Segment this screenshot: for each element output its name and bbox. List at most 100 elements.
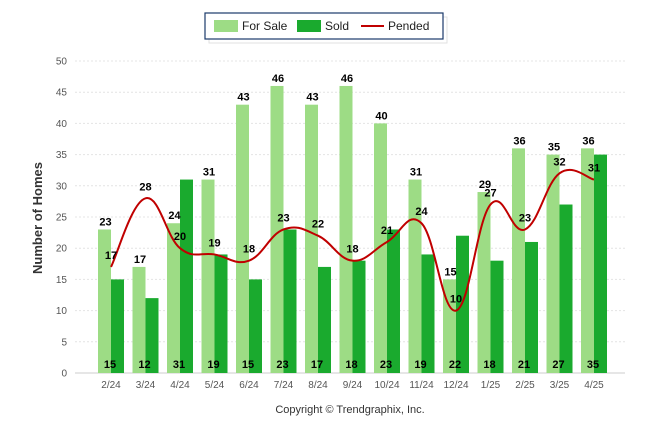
y-tick-label: 30	[56, 181, 68, 192]
bar-sold	[318, 266, 331, 373]
data-label-for-sale: 24	[168, 210, 181, 222]
y-tick-label: 45	[56, 88, 68, 99]
data-label-sold: 23	[276, 359, 288, 371]
bar-for-sale	[546, 154, 560, 373]
data-label-pended: 21	[381, 225, 393, 237]
bar-sold	[111, 279, 124, 373]
x-tick-label: 12/24	[443, 380, 468, 391]
data-label-for-sale: 23	[99, 216, 111, 228]
data-label-for-sale: 43	[237, 92, 249, 104]
y-tick-label: 20	[56, 244, 68, 255]
data-label-sold: 12	[138, 359, 150, 371]
bar-sold	[490, 260, 504, 373]
data-label-sold: 18	[483, 359, 495, 371]
copyright-text: Copyright © Trendgraphix, Inc.	[275, 404, 424, 416]
data-label-pended: 18	[243, 244, 255, 256]
data-label-pended: 18	[346, 244, 358, 256]
bar-sold	[421, 254, 435, 373]
legend-swatch-sold	[297, 20, 321, 32]
data-label-for-sale: 15	[444, 266, 456, 278]
legend-label-sold: Sold	[325, 19, 349, 33]
data-label-sold: 21	[518, 359, 530, 371]
data-label-pended: 22	[312, 219, 324, 231]
y-tick-labels: 0 5 10 15 20 25 30 35 40 45 50	[56, 57, 68, 380]
data-label-pended: 17	[105, 250, 117, 262]
bar-for-sale	[512, 148, 525, 373]
data-label-for-sale: 46	[341, 73, 353, 85]
data-label-for-sale: 31	[203, 167, 215, 179]
data-label-for-sale: 35	[548, 142, 560, 154]
bar-sold	[387, 229, 400, 373]
bar-for-sale	[408, 179, 422, 373]
x-tick-label: 11/24	[409, 380, 434, 391]
data-label-for-sale: 43	[306, 92, 318, 104]
data-label-sold: 15	[104, 359, 116, 371]
data-labels: 23 15 17 12 24 31 31 19 43 15 46 23 43 17 46 18 40 23 31 19…	[99, 73, 600, 371]
data-label-sold: 35	[587, 359, 599, 371]
legend-swatch-for-sale	[214, 20, 238, 32]
y-tick-label: 40	[56, 119, 68, 130]
data-label-for-sale: 29	[479, 179, 491, 191]
bar-sold	[214, 254, 228, 373]
x-tick-label: 4/24	[170, 380, 190, 391]
data-label-for-sale: 46	[272, 73, 284, 85]
bar-sold	[249, 279, 262, 373]
data-label-pended: 20	[174, 231, 186, 243]
x-tick-label: 8/24	[308, 380, 328, 391]
bar-for-sale	[270, 85, 284, 374]
x-tick-label: 2/24	[101, 380, 121, 391]
bar-for-sale	[374, 123, 387, 374]
data-label-sold: 23	[380, 359, 392, 371]
bar-for-sale	[443, 279, 456, 373]
data-label-for-sale: 31	[410, 167, 422, 179]
data-label-for-sale: 36	[582, 135, 594, 147]
bar-for-sale	[236, 104, 249, 374]
bar-sold	[180, 179, 193, 373]
data-label-pended: 27	[484, 188, 496, 200]
x-tick-label: 1/25	[481, 380, 501, 391]
legend-frame	[204, 12, 444, 40]
legend-label-for-sale: For Sale	[242, 19, 288, 33]
bar-for-sale	[167, 223, 180, 373]
bar-for-sale	[339, 85, 353, 374]
y-tick-label: 10	[56, 306, 68, 317]
y-tick-label: 50	[56, 57, 68, 68]
x-tick-label: 6/24	[239, 380, 259, 391]
x-tick-label: 3/25	[550, 380, 570, 391]
data-label-for-sale: 40	[375, 110, 387, 122]
data-label-for-sale: 17	[134, 254, 146, 266]
x-tick-label: 5/24	[205, 380, 225, 391]
x-tick-label: 4/25	[584, 380, 604, 391]
bar-sold	[145, 298, 159, 373]
data-label-pended: 10	[450, 294, 462, 306]
bar-for-sale	[305, 104, 318, 374]
bars	[98, 85, 607, 374]
data-label-pended: 28	[139, 181, 151, 193]
data-label-sold: 22	[449, 359, 461, 371]
x-tick-label: 9/24	[343, 380, 363, 391]
legend: For Sale Sold Pended	[204, 12, 448, 44]
bar-sold	[352, 260, 366, 373]
bar-for-sale	[201, 179, 215, 373]
bar-for-sale	[98, 229, 111, 373]
data-label-sold: 17	[311, 359, 323, 371]
bar-sold	[525, 241, 538, 373]
data-label-sold: 18	[345, 359, 357, 371]
x-tick-label: 2/25	[515, 380, 535, 391]
x-tick-labels: 2/24 3/24 4/24 5/24 6/24 7/24 8/24 9/24 10/24 11/…	[101, 380, 604, 391]
y-tick-label: 5	[61, 337, 67, 348]
y-tick-label: 0	[61, 369, 67, 380]
data-label-pended: 24	[415, 206, 428, 218]
bar-sold	[594, 154, 607, 373]
y-tick-label: 35	[56, 150, 68, 161]
y-tick-label: 15	[56, 275, 68, 286]
bar-sold	[559, 204, 573, 373]
data-label-sold: 27	[552, 359, 564, 371]
x-tick-label: 10/24	[374, 380, 399, 391]
x-tick-label: 3/24	[136, 380, 156, 391]
pended-line	[110, 168, 595, 312]
data-label-pended: 31	[588, 163, 600, 175]
bar-for-sale	[581, 148, 594, 373]
data-label-pended: 23	[519, 212, 531, 224]
